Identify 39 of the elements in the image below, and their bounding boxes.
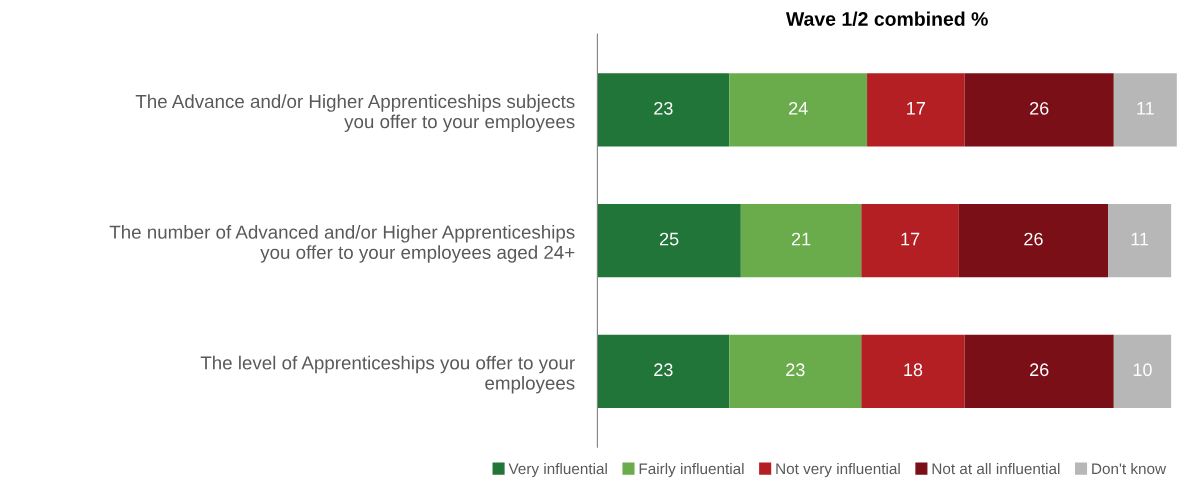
data-label: 10: [1133, 363, 1152, 377]
legend-label: Not at all influential: [932, 462, 1060, 475]
legend-label: Don't know: [1092, 462, 1167, 475]
data-label: 24: [789, 101, 808, 115]
bar: [597, 203, 741, 278]
bar: [861, 334, 965, 408]
bar: [861, 203, 959, 278]
data-label: 25: [659, 232, 679, 246]
bar: [964, 73, 1114, 147]
data-label: 17: [901, 232, 920, 246]
bar: [1113, 334, 1172, 408]
bar: [1113, 73, 1177, 147]
bar: [597, 73, 730, 147]
bar: [964, 334, 1114, 408]
legend-label: Not very influential: [776, 462, 900, 478]
legend-label: Very influential: [508, 462, 607, 478]
bar: [1108, 203, 1172, 278]
data-label: 23: [654, 101, 673, 115]
data-label: 26: [1030, 363, 1049, 377]
legend-label: Fairly influential: [639, 462, 744, 478]
data-label: 23: [786, 363, 805, 377]
y-tick-label: The level of Apprenticeships you offer to your employees: [200, 355, 575, 394]
chart-title: Wave 1/2 combined %: [785, 11, 988, 27]
y-tick-label: The number of Advanced and/or Higher Apprenticeships you offer to your employees aged 24+: [109, 225, 575, 263]
bar: [597, 334, 730, 408]
bar: [729, 73, 868, 147]
bar: [958, 203, 1109, 278]
y-tick-label: The Advance and/or Higher Apprenticeships subjects you offer to your employees: [135, 94, 575, 132]
data-label: 21: [791, 232, 811, 246]
data-label: 11: [1137, 102, 1154, 115]
data-label: 26: [1030, 101, 1049, 115]
data-label: 17: [907, 102, 925, 115]
data-label: 26: [1024, 232, 1043, 246]
bar: [867, 73, 965, 147]
data-label: 18: [904, 363, 923, 377]
bar: [740, 203, 862, 278]
bar: [729, 334, 862, 408]
data-label: 23: [654, 363, 673, 377]
data-label: 11: [1131, 232, 1149, 246]
